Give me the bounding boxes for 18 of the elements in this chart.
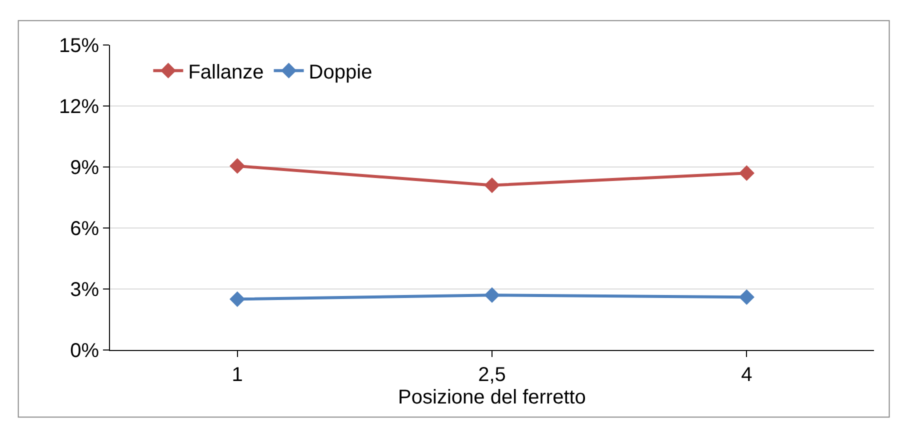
- point: [738, 289, 754, 305]
- y-tick-label: 9%: [70, 157, 100, 179]
- legend-label: Doppie: [308, 61, 372, 84]
- point: [738, 165, 754, 181]
- point: [484, 287, 500, 303]
- x-tick-label: 2,5: [478, 364, 506, 386]
- y-tick-label: 3%: [70, 279, 100, 301]
- x-tick-label: 4: [741, 364, 752, 386]
- x-tick-label: 1: [232, 364, 243, 386]
- y-tick-label: 12%: [58, 96, 100, 118]
- point: [230, 291, 246, 307]
- y-tick-label: 15%: [58, 35, 100, 57]
- legend-label: Fallanze: [188, 61, 264, 84]
- x-axis-title: Posizione del ferretto: [398, 386, 586, 408]
- y-tick-label: 6%: [70, 218, 100, 240]
- point: [484, 178, 500, 194]
- point: [230, 158, 246, 174]
- y-tick-label: 0%: [70, 340, 100, 362]
